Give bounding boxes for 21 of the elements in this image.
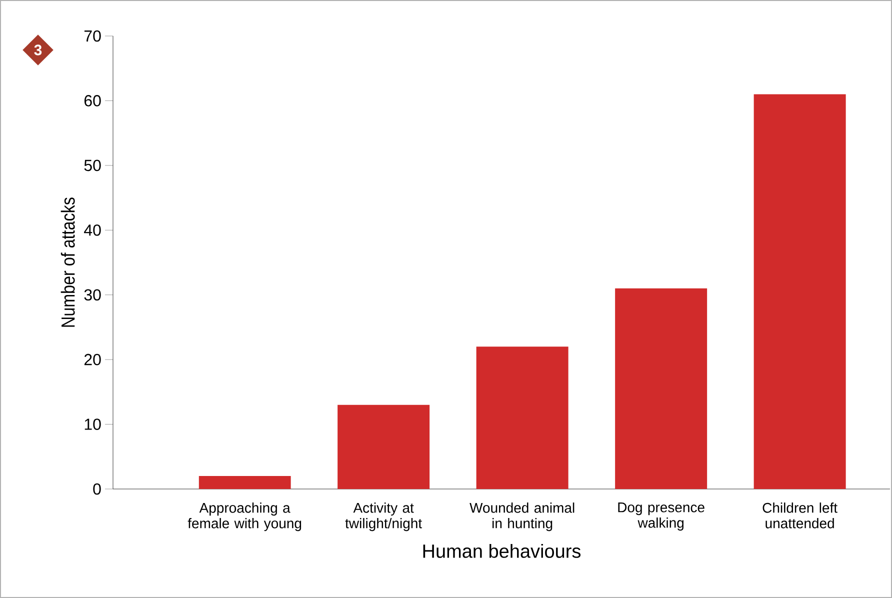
- bar: [476, 346, 568, 489]
- x-tick-label: Activity at twilight/night: [345, 502, 422, 532]
- y-tick-label: 30: [84, 289, 101, 301]
- x-axis-title: Human behaviours: [423, 544, 581, 558]
- x-tick-label: Dog presence walking: [618, 502, 704, 531]
- bar: [198, 476, 291, 489]
- bar: [754, 94, 846, 489]
- y-tick-label: 20: [84, 354, 101, 366]
- y-axis-title: Number of attacks: [60, 198, 75, 327]
- y-tick-label: 40: [84, 224, 101, 236]
- y-tick-label: 50: [84, 160, 101, 172]
- x-tick-label: Children left unattended: [762, 502, 838, 528]
- y-tick-label: 10: [84, 418, 101, 430]
- bar: [338, 404, 430, 489]
- text: 3: [34, 44, 42, 56]
- bar: [615, 288, 708, 489]
- y-tick-label: 70: [84, 30, 101, 42]
- x-tick-label: Wounded animal in hunting: [470, 502, 574, 532]
- y-tick-label: 0: [93, 483, 101, 495]
- x-tick-label: Approaching a female with young: [188, 502, 302, 532]
- y-tick-label: 60: [84, 95, 101, 106]
